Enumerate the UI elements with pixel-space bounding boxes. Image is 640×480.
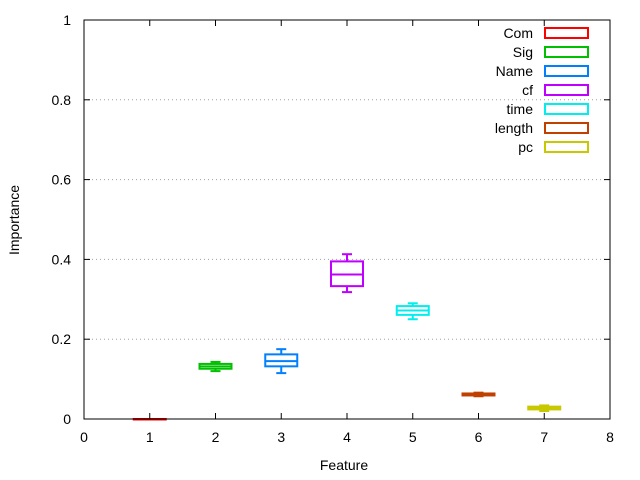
y-tick-label: 0.2 [52,331,72,347]
legend-swatch [544,103,589,115]
x-axis: 0 1 2 3 4 5 6 7 8 [80,20,614,445]
x-tick-label: 4 [343,429,351,445]
legend-swatch [544,84,589,96]
legend-swatch [544,141,589,153]
box-length [461,391,496,398]
y-tick-label: 0.8 [52,92,72,108]
legend-label: Sig [513,44,533,60]
legend-label: time [507,101,534,117]
y-tick-label: 0.6 [52,172,72,188]
legend-entry: pc [518,139,589,155]
x-tick-label: 6 [475,429,483,445]
legend-label: cf [522,82,533,98]
y-axis-label: Importance [6,185,22,255]
x-tick-label: 8 [606,429,614,445]
legend-swatch [544,46,589,58]
x-axis-label: Feature [320,457,368,473]
plot-frame [83,19,611,420]
y-tick-label: 1 [63,12,71,28]
legend-label: Com [503,25,533,41]
box-time [395,302,430,321]
y-tick-label: 0 [63,411,71,427]
legend-entry: Name [496,63,589,79]
legend-swatch [544,122,589,134]
legend-swatch [544,27,589,39]
legend-entry: Com [503,25,589,41]
box-name [264,348,299,375]
legend-entry: cf [522,82,589,98]
box-cf [330,253,364,294]
legend-label: Name [496,63,534,79]
x-tick-label: 7 [540,429,548,445]
legend-entry: Sig [513,44,589,60]
y-axis: 0 0.2 0.4 0.6 0.8 1 [52,12,610,427]
legend-entry: time [507,101,589,117]
box-pc [527,404,562,413]
x-tick-label: 0 [80,429,88,445]
x-tick-label: 1 [146,429,154,445]
y-tick-label: 0.4 [52,251,72,267]
x-tick-label: 2 [212,429,220,445]
legend: Com Sig Name cf time length pc [495,25,589,155]
box-series [132,253,562,421]
box-sig [198,360,233,373]
legend-swatch [544,65,589,77]
x-tick-label: 5 [409,429,417,445]
legend-label: pc [518,139,533,155]
x-tick-label: 3 [277,429,285,445]
legend-label: length [495,120,533,136]
legend-entry: length [495,120,589,136]
